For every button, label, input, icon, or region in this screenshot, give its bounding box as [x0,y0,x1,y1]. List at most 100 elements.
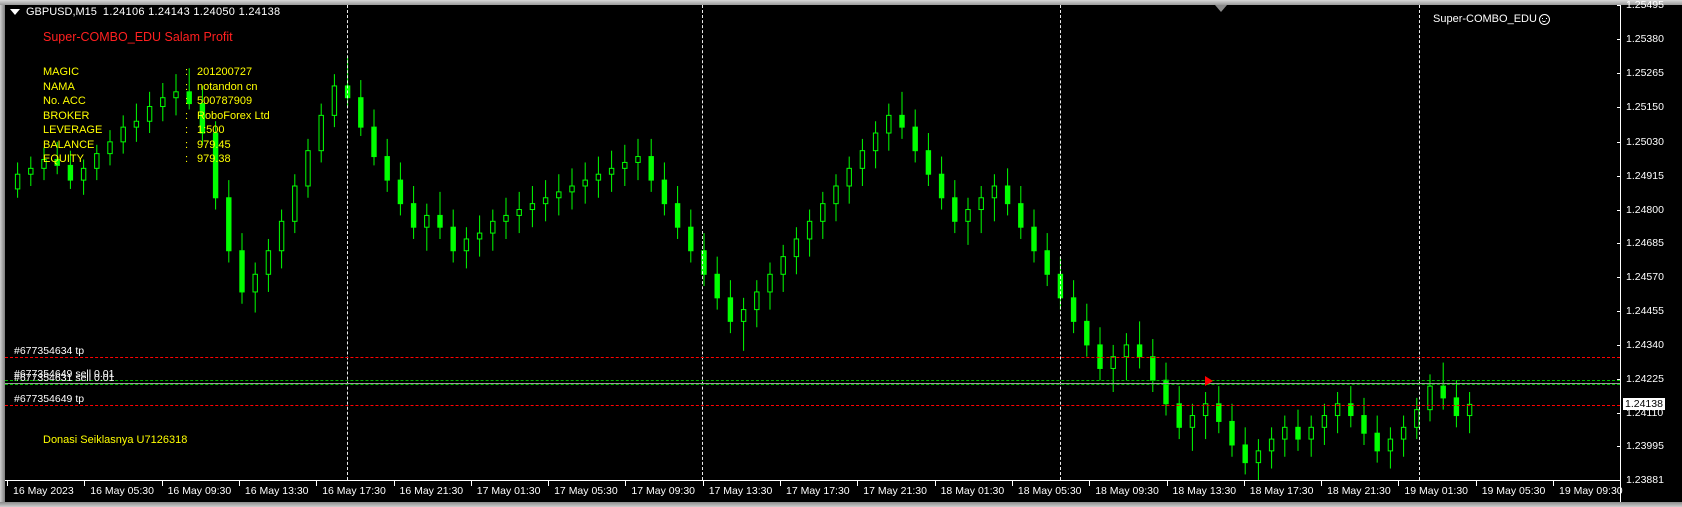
info-value: RoboForex Ltd [197,109,270,122]
order-line[interactable] [5,384,1620,385]
tick-dash [1617,446,1620,448]
info-key: EQUITY [43,153,84,165]
price-tick-label: 1.24340 [1626,338,1664,351]
info-value: 1:500 [197,124,225,136]
price-tick-label: 1.23995 [1626,440,1664,453]
tick-dash [1617,209,1620,211]
time-tick-label: 17 May 01:30 [476,485,541,497]
time-tick-label: 18 May 05:30 [1017,485,1082,497]
tick-separator [625,481,627,486]
info-value: 500787909 [197,95,253,107]
info-separator: : [185,80,189,93]
ea-banner-text: Super-COMBO_EDU Salam Profit [43,30,233,44]
price-tick-label: 1.24915 [1626,169,1664,182]
tick-separator [1398,481,1400,486]
window-titlebar [0,0,1682,5]
tick-dash [1617,175,1620,177]
chart-canvas[interactable]: #677354634 tp #677354649 sell 0.01 #677354… [5,5,1620,480]
current-price-label: 1.24138 [1623,398,1665,411]
smiley-face-icon [1538,13,1550,25]
symbol-name: GBPUSD,M15 [26,6,97,18]
tick-separator [393,481,395,486]
order-label: #677354649 tp [14,393,85,405]
period-separator [1060,5,1061,480]
time-tick-label: 18 May 13:30 [1172,485,1237,497]
tick-separator [1553,481,1554,486]
tick-separator [316,481,318,486]
time-tick-label: 19 May 05:30 [1481,485,1546,497]
tick-dash [1617,243,1620,245]
price-tick-label: 1.24455 [1626,305,1664,318]
price-tick-label: 1.23881 [1626,474,1664,486]
current-price-line [5,383,1620,384]
chart-top-marker-icon [1215,5,1227,12]
info-value: 201200727 [197,66,253,78]
info-separator: : [185,66,189,78]
order-line[interactable] [5,380,1620,381]
time-axis[interactable]: 16 May 2023 16 May 05:30 16 May 09:30 16 Ma… [5,480,1623,502]
tick-separator [857,481,859,486]
tick-separator [1089,481,1091,486]
order-line[interactable] [5,405,1620,406]
info-separator: : [185,124,189,136]
price-tick-label: 1.24685 [1626,237,1664,250]
order-label: #677354649 sell 0.01 [14,368,115,380]
info-separator: : [185,109,189,122]
tick-dash [1617,378,1620,380]
candlestick-series [5,5,1620,480]
info-key: LEVERAGE [43,124,103,136]
time-tick-label: 19 May 09:30 [1559,485,1623,497]
time-tick-label: 16 May 05:30 [90,485,154,497]
time-tick-label: 16 May 13:30 [244,485,309,497]
price-tick-label: 1.24570 [1626,271,1664,284]
tick-separator [548,481,550,486]
info-separator: : [185,95,189,107]
tick-separator [1166,481,1168,486]
period-separator [347,5,348,480]
current-price-arrow-icon [1205,376,1213,386]
candles-svg [14,56,1473,480]
info-value: 979.45 [197,138,231,151]
tick-dash [1617,277,1620,279]
time-tick-label: 16 May 17:30 [322,485,386,497]
donation-text: Donasi Seiklasnya U7126318 [43,434,188,446]
tick-dash [1617,141,1620,143]
price-tick-label: 1.24800 [1626,203,1664,216]
info-key: NAMA [43,80,75,93]
time-tick-label: 17 May 17:30 [786,485,850,497]
time-tick-label: 19 May 01:30 [1404,485,1469,497]
time-tick-label: 18 May 09:30 [1095,485,1159,497]
info-value: notandon cn [197,80,258,93]
tick-dash [1617,412,1620,414]
info-value: 979.38 [197,153,231,165]
tick-separator [702,481,704,486]
indicator-label: Super-COMBO_EDU [1433,13,1550,25]
price-tick-label: 1.25495 [1626,0,1664,11]
time-tick-label: 17 May 09:30 [631,485,696,497]
tick-separator [780,481,781,486]
tick-separator [238,481,240,486]
tick-dash [1617,38,1620,40]
info-separator: : [185,138,189,151]
info-key: MAGIC [43,66,80,78]
period-separator [1419,5,1420,480]
price-tick-label: 1.25380 [1626,32,1664,45]
window-left-edge [0,5,5,502]
tick-dash [1617,72,1620,74]
price-axis[interactable]: 1.25495 1.25380 1.25265 1.25150 1.25030 1.249… [1617,0,1677,502]
price-tick-label: 1.25150 [1626,100,1664,113]
info-key: No. ACC [43,95,86,107]
tick-separator [1321,481,1323,486]
time-tick-label: 16 May 2023 [13,485,74,497]
tick-dash [1617,344,1620,346]
info-key: BALANCE [43,138,95,151]
symbol-header: GBPUSD,M15 1.24106 1.24143 1.24050 1.241… [10,6,280,18]
chevron-down-icon[interactable] [10,9,20,15]
tick-separator [84,481,86,486]
order-line[interactable] [5,357,1620,358]
tick-separator [1011,481,1013,486]
indicator-name: Super-COMBO_EDU [1433,13,1537,25]
symbol-ohlc-values: 1.24106 1.24143 1.24050 1.24138 [102,6,281,18]
order-label: #677354634 tp [14,345,85,357]
tick-separator [1243,481,1245,486]
